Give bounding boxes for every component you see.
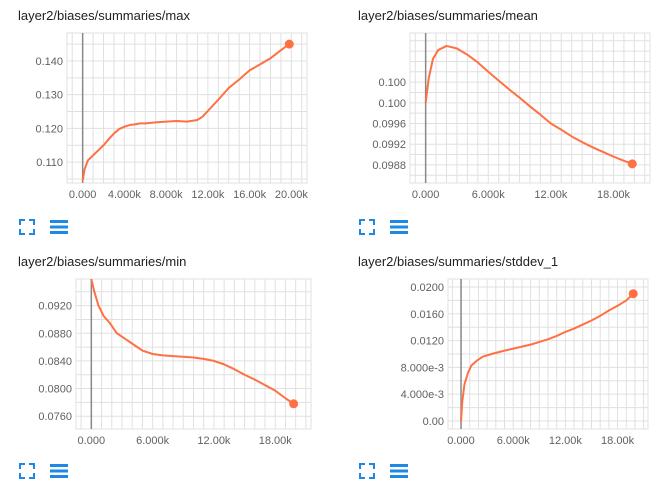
y-tick-label: 0.00 [423, 416, 444, 428]
y-tick-label: 0.0840 [38, 356, 72, 368]
series-line [424, 44, 633, 165]
y-tick-label: 0.0988 [372, 160, 406, 172]
y-tick-label: 0.100 [378, 98, 406, 110]
series-line [460, 293, 634, 422]
x-tick-label: 8.000k [150, 189, 184, 201]
toggle-data-button[interactable] [390, 218, 408, 236]
last-point-marker[interactable] [627, 159, 637, 169]
y-tick-label: 0.0996 [372, 119, 406, 131]
expand-button[interactable] [358, 218, 376, 236]
y-tick-label: 0.120 [35, 123, 63, 135]
expand-button[interactable] [18, 462, 36, 480]
x-tick-label: 20.00k [275, 189, 309, 201]
y-tick-label: 0.0760 [38, 411, 72, 423]
y-tick-label: 0.110 [36, 157, 63, 169]
y-tick-label: 0.0200 [410, 282, 444, 294]
chart-card-mean: layer2/biases/summaries/mean 0.0988 0.099… [358, 0, 658, 240]
toggle-data-button[interactable] [390, 462, 408, 480]
plot-frame [75, 278, 312, 430]
y-tick-label: 0.130 [35, 90, 63, 102]
line-chart-min[interactable]: 0.0760 0.0800 0.0840 0.0880 0.0920 0.000 6.000… [18, 246, 318, 461]
list-icon [50, 220, 68, 234]
list-icon [390, 464, 408, 478]
last-point-marker[interactable] [628, 289, 638, 299]
x-tick-label: 18.00k [601, 435, 635, 447]
line-chart-max[interactable]: 0.110 0.120 0.130 0.140 0.000 4.000k 8.000k 12.… [18, 0, 318, 215]
list-icon [390, 220, 408, 234]
fullscreen-icon [19, 463, 35, 479]
y-tick-label: 0.140 [35, 56, 63, 68]
fullscreen-icon [359, 219, 375, 235]
last-point-marker[interactable] [289, 399, 299, 409]
fullscreen-icon [19, 219, 35, 235]
y-tick-label: 4.000e-3 [401, 389, 444, 401]
fullscreen-icon [359, 463, 375, 479]
x-tick-label: 12.00k [191, 189, 225, 201]
plot-frame [447, 278, 649, 430]
x-tick-label: 18.00k [597, 189, 631, 201]
x-tick-label: 4.000k [108, 189, 142, 201]
list-icon [50, 464, 68, 478]
chart-card-stddev: layer2/biases/summaries/stddev_1 0.00 4.0… [358, 246, 658, 486]
x-tick-label: 12.00k [534, 189, 568, 201]
line-chart-mean[interactable]: 0.0988 0.0992 0.0996 0.100 0.100 0.000 6.000k 1… [358, 0, 658, 215]
chart-card-min: layer2/biases/summaries/min 0.0760 0.0800… [18, 246, 318, 486]
x-tick-label: 12.00k [197, 435, 231, 447]
y-tick-label: 0.0992 [372, 139, 406, 151]
series-line [81, 43, 290, 181]
y-tick-label: 0.0120 [410, 336, 444, 348]
expand-button[interactable] [358, 462, 376, 480]
y-tick-label: 0.0880 [38, 328, 72, 340]
chart-title: layer2/biases/summaries/max [18, 8, 190, 23]
y-tick-label: 8.000e-3 [401, 362, 444, 374]
chart-title: layer2/biases/summaries/mean [358, 8, 538, 23]
series-line [90, 279, 295, 405]
chart-title: layer2/biases/summaries/min [18, 254, 187, 269]
x-tick-label: 6.000k [472, 189, 506, 201]
y-tick-label: 0.100 [378, 77, 406, 89]
x-tick-label: 0.000 [447, 435, 475, 447]
expand-button[interactable] [18, 218, 36, 236]
y-tick-label: 0.0800 [38, 384, 72, 396]
plot-frame [66, 32, 308, 184]
chart-card-max: layer2/biases/summaries/max 0.110 0.120 0.… [18, 0, 318, 240]
x-tick-label: 16.00k [233, 189, 267, 201]
x-tick-label: 0.000 [69, 189, 97, 201]
last-point-marker[interactable] [284, 39, 294, 49]
x-tick-label: 18.00k [259, 435, 293, 447]
y-tick-label: 0.0160 [410, 309, 444, 321]
toggle-data-button[interactable] [50, 462, 68, 480]
x-tick-label: 0.000 [78, 435, 106, 447]
chart-title: layer2/biases/summaries/stddev_1 [358, 254, 559, 269]
y-tick-label: 0.0920 [38, 301, 72, 313]
toggle-data-button[interactable] [50, 218, 68, 236]
x-tick-label: 6.000k [136, 435, 170, 447]
plot-frame [409, 32, 651, 184]
x-tick-label: 0.000 [412, 189, 440, 201]
x-tick-label: 12.00k [549, 435, 583, 447]
x-tick-label: 6.000k [497, 435, 531, 447]
line-chart-stddev[interactable]: 0.00 4.000e-3 8.000e-3 0.0120 0.0160 0.0200 0.… [358, 246, 658, 461]
